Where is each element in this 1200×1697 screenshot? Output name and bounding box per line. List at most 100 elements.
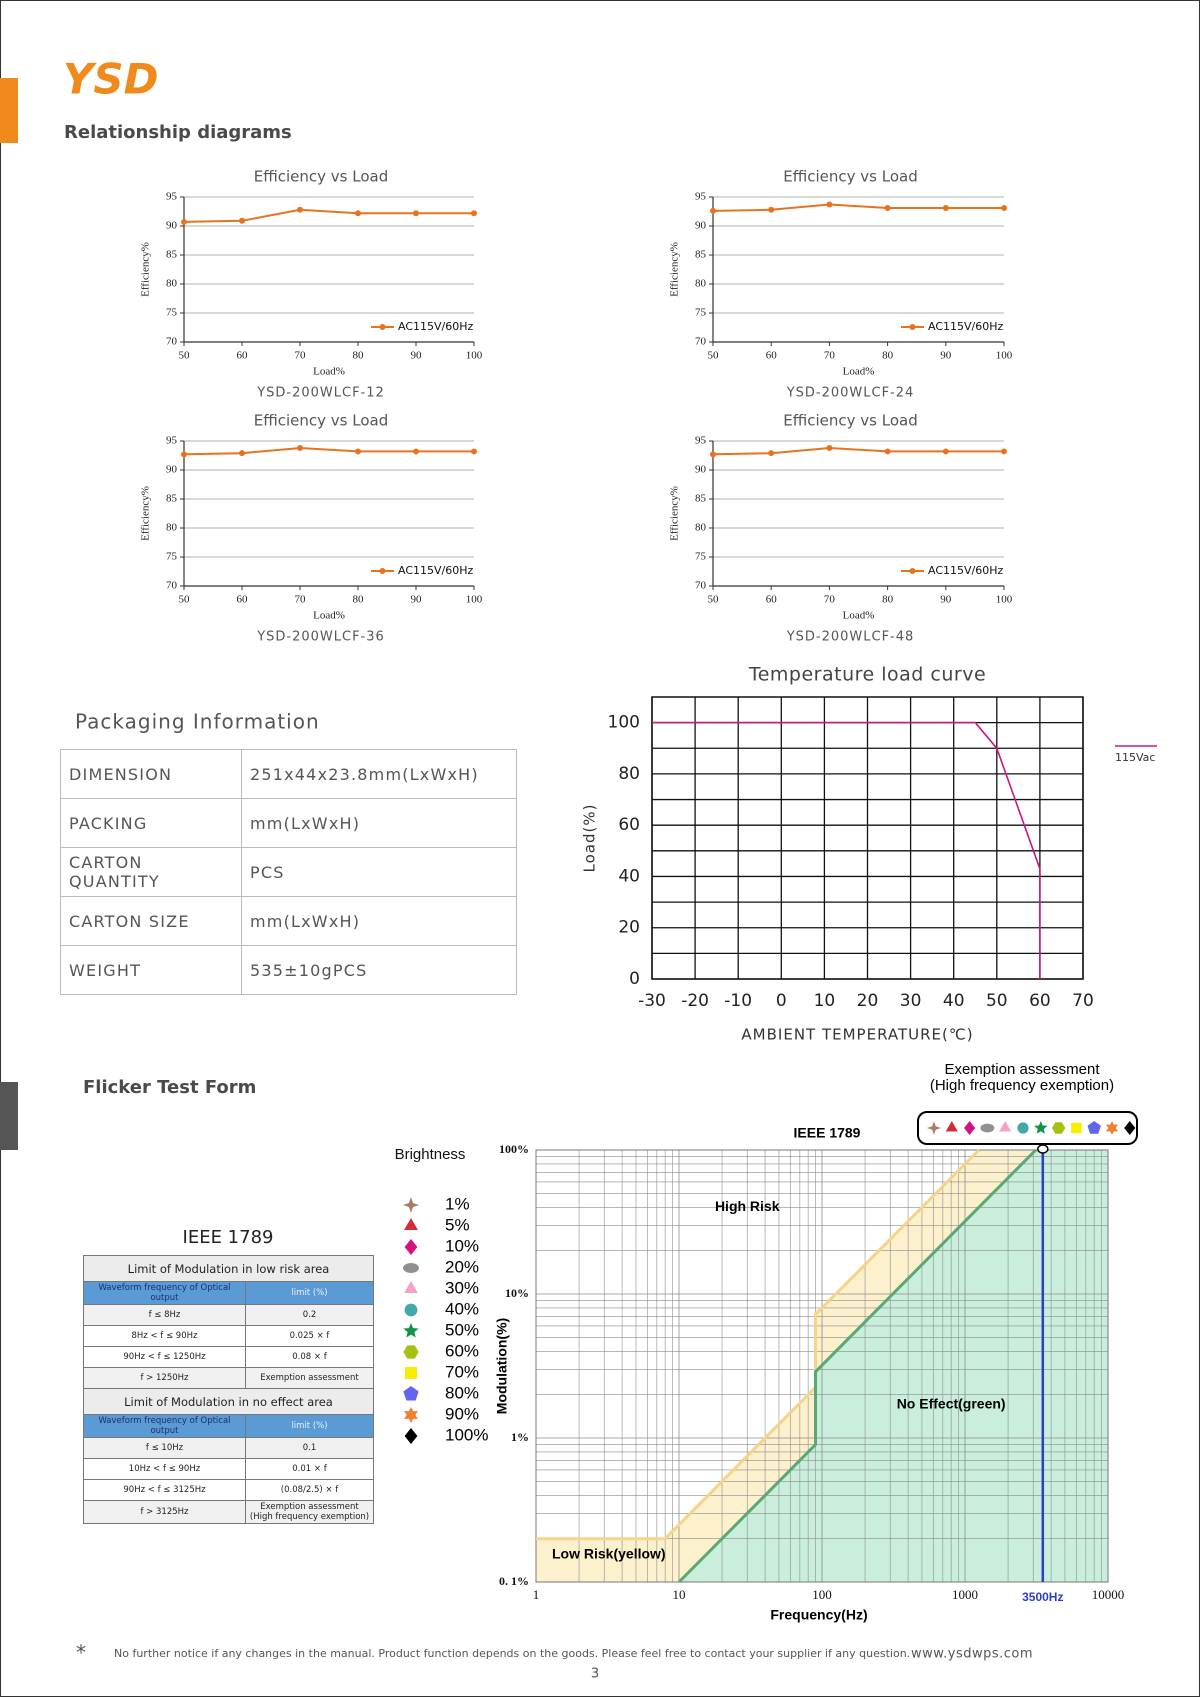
x-tick-label: 80	[882, 594, 894, 606]
x-axis-label: Frequency(Hz)	[770, 1607, 867, 1623]
y-tick-label: 10%	[505, 1286, 529, 1300]
table-cell: 90Hz < f ≤ 3125Hz	[83, 1479, 246, 1501]
header-cell: limit (%)	[245, 1281, 374, 1305]
x-tick-label: 100	[812, 1587, 832, 1602]
y-tick-label: 20	[618, 918, 640, 938]
y-tick-label: 75	[166, 307, 178, 319]
y-tick-label: 100	[608, 713, 640, 733]
y-tick-label: 90	[166, 220, 178, 232]
legend-marker	[404, 1428, 418, 1444]
legend-label: AC115V/60Hz	[928, 320, 1004, 333]
legend-marker	[1124, 1121, 1136, 1135]
y-tick-label: 40	[618, 866, 640, 886]
y-tick-label: 0	[629, 969, 640, 989]
legend-marker	[909, 568, 916, 574]
x-tick-label: 100	[466, 350, 483, 362]
table-cell: mm(LxWxH)	[241, 896, 517, 946]
x-tick-label: 50	[708, 350, 720, 362]
x-tick-label: 60	[766, 350, 778, 362]
x-tick-label: 80	[882, 350, 894, 362]
table-cell: 0.2	[245, 1304, 374, 1326]
limit-table: Limit of Modulation in low risk area Wave…	[83, 1255, 374, 1524]
x-axis-label: Load%	[313, 610, 345, 622]
table-cell: CARTON QUANTITY	[60, 847, 242, 897]
y-axis-label: Efficiency%	[140, 242, 152, 297]
y-tick-label: 75	[166, 551, 178, 563]
x-tick-label: 0	[776, 991, 787, 1011]
plot-frame	[535, 1149, 1109, 1583]
section-title: Packaging Information	[75, 710, 320, 734]
table-cell: 0.025 × f	[245, 1325, 374, 1347]
legend-marker	[404, 1281, 418, 1293]
y-tick-label: 1%	[511, 1430, 529, 1444]
y-axis-label: Efficiency%	[669, 486, 681, 541]
series-line	[652, 721, 1041, 979]
annotation: Exemption assessment	[944, 1061, 1100, 1078]
data-point	[710, 207, 716, 214]
x-axis-label: AMBIENT TEMPERATURE(℃)	[741, 1026, 973, 1044]
chart-title: Efficiency vs Load	[783, 168, 917, 186]
y-tick-label: 80	[695, 522, 707, 534]
x-axis-label: Load%	[313, 366, 345, 378]
x-tick-label: 10000	[1092, 1587, 1125, 1602]
x-tick-label: 10	[814, 991, 836, 1011]
region-label: Low Risk(yellow)	[552, 1545, 666, 1561]
legend-marker	[379, 568, 386, 574]
table-row: f > 1250Hz Exemption assessment	[83, 1367, 374, 1389]
x-tick-label: 1000	[952, 1587, 978, 1602]
data-point	[826, 444, 833, 451]
x-tick-label: 70	[1072, 991, 1094, 1011]
plot-frame	[651, 696, 1084, 980]
data-point	[768, 450, 775, 457]
side-bar	[0, 78, 18, 143]
data-point	[942, 205, 949, 212]
series-line	[677, 1148, 1037, 1584]
x-tick-label: 80	[353, 594, 365, 606]
chart-subtitle: YSD-200WLCF-36	[256, 630, 385, 645]
data-point	[471, 448, 477, 455]
table-cell: 90Hz < f ≤ 1250Hz	[83, 1346, 246, 1368]
region-label: High Risk	[715, 1198, 780, 1214]
data-point	[884, 205, 891, 212]
x-tick-label: 100	[466, 594, 483, 606]
y-tick-label: 70	[166, 580, 178, 592]
legend-label: 100%	[445, 1425, 488, 1444]
chart-subtitle: YSD-200WLCF-12	[256, 386, 385, 401]
x-axis-label: Load%	[843, 610, 875, 622]
data-point	[355, 210, 361, 217]
table-cell: 0.08 × f	[245, 1346, 374, 1368]
table-row: PACKING mm(LxWxH)	[60, 798, 517, 848]
legend-marker	[927, 1121, 941, 1135]
section-title: Relationship diagrams	[64, 122, 292, 143]
legend-label: 50%	[445, 1320, 479, 1339]
x-tick-label: -20	[681, 991, 709, 1011]
x-tick-label: 60	[1029, 991, 1051, 1011]
legend-marker	[379, 324, 386, 330]
series-line	[712, 203, 1004, 212]
header-cell: Waveform frequency of Optical output	[83, 1281, 246, 1305]
table-cell: Exemption assessment (High frequency exe…	[245, 1500, 374, 1524]
legend-marker	[945, 1121, 958, 1132]
y-tick-label: 95	[695, 191, 707, 203]
data-point	[297, 206, 303, 213]
legend-marker	[1087, 1121, 1101, 1134]
side-bar	[0, 1082, 18, 1150]
legend-label: AC115V/60Hz	[398, 320, 474, 333]
x-tick-label: 100	[996, 594, 1013, 606]
x-tick-label: 60	[237, 350, 249, 362]
region-fill	[679, 1150, 1108, 1582]
x-tick-label: 100	[996, 350, 1013, 362]
legend-title: Brightness	[395, 1146, 466, 1163]
y-tick-label: 80	[166, 278, 178, 290]
legend-label: 60%	[445, 1341, 479, 1360]
legend-label: 40%	[445, 1299, 479, 1318]
legend-marker	[403, 1323, 419, 1338]
chart-subtitle: YSD-200WLCF-48	[786, 630, 915, 645]
y-tick-label: 100%	[499, 1142, 529, 1156]
data-point	[297, 444, 303, 451]
data-point	[710, 451, 716, 458]
page-number: 3	[591, 1667, 599, 1682]
x-tick-label: 70	[824, 594, 836, 606]
table-cell: f ≤ 8Hz	[83, 1304, 246, 1326]
data-point	[181, 218, 187, 225]
